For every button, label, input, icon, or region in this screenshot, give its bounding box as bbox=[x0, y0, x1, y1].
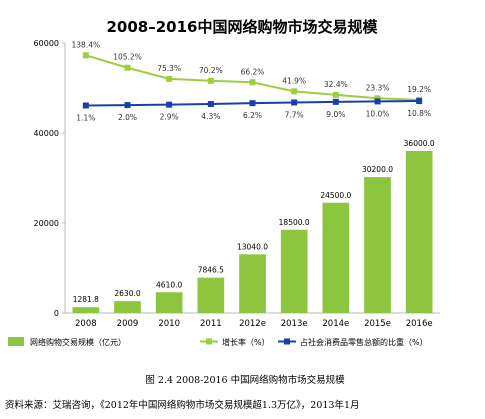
bar-value-label: 13040.0 bbox=[237, 242, 268, 251]
legend-label: 网络购物交易规模（亿元） bbox=[30, 337, 126, 347]
bar-value-label: 30200.0 bbox=[362, 165, 393, 174]
line-point bbox=[166, 75, 173, 82]
source-note: 资料来源：艾瑞咨询，《2012年中国网络购物市场交易规模超1.3万亿》，2013… bbox=[5, 399, 360, 411]
legend: 网络购物交易规模（亿元） 增长率（%） 占社会消费品零售总额的比重（%） bbox=[8, 337, 428, 347]
line-value-label: 19.2% bbox=[407, 85, 431, 94]
chart-title: 2008–2016中国网络购物市场交易规模 bbox=[107, 18, 379, 36]
line-value-label: 75.3% bbox=[157, 64, 181, 73]
line-point bbox=[374, 95, 381, 102]
line-value-label: 66.2% bbox=[241, 67, 265, 76]
line-value-label: 1.1% bbox=[76, 113, 95, 122]
legend-swatch-marker bbox=[284, 338, 290, 345]
line-point bbox=[332, 98, 339, 105]
bar bbox=[114, 301, 141, 313]
line-value-label: 9.0% bbox=[326, 110, 345, 119]
line-value-label: 105.2% bbox=[113, 53, 142, 62]
line-point bbox=[124, 102, 131, 109]
y-tick-label: 20000 bbox=[34, 219, 59, 228]
x-tick-label: 2015e bbox=[364, 319, 391, 329]
line-point bbox=[82, 102, 89, 109]
x-tick-label: 2008 bbox=[75, 319, 97, 329]
line-value-label: 70.2% bbox=[199, 66, 223, 75]
line-point bbox=[332, 91, 339, 98]
bar-value-label: 24500.0 bbox=[320, 191, 351, 200]
y-tick-label: 0 bbox=[54, 309, 59, 318]
x-tick-label: 2009 bbox=[117, 319, 139, 329]
bar-value-label: 7846.5 bbox=[198, 266, 224, 275]
line-point bbox=[249, 100, 256, 107]
line-point bbox=[207, 77, 214, 84]
line-value-label: 2.0% bbox=[118, 113, 137, 122]
line-point bbox=[374, 98, 381, 105]
bar-value-label: 2630.0 bbox=[114, 289, 140, 298]
line-value-label: 41.9% bbox=[282, 76, 306, 85]
bar-value-label: 4610.0 bbox=[156, 280, 182, 289]
y-tick-label: 60000 bbox=[34, 39, 59, 48]
bar bbox=[239, 254, 266, 313]
bar bbox=[405, 151, 433, 313]
bar bbox=[197, 277, 225, 313]
bar bbox=[322, 202, 350, 313]
x-tick-label: 2014e bbox=[322, 319, 349, 329]
line-value-label: 138.4% bbox=[72, 40, 101, 49]
bar-value-label: 1281.8 bbox=[73, 295, 99, 304]
bar bbox=[155, 292, 183, 313]
legend-label: 占社会消费品零售总额的比重（%） bbox=[300, 337, 428, 347]
line-value-label: 2.9% bbox=[160, 113, 179, 122]
plot-area: 60000 40000 20000 0 1281.8 2630.0 4610.0 7846.5… bbox=[34, 39, 440, 329]
x-tick-label: 2011 bbox=[200, 319, 222, 329]
bar-value-label: 18500.0 bbox=[279, 218, 310, 227]
y-tick-label: 40000 bbox=[34, 129, 59, 138]
line-value-label: 10.0% bbox=[366, 109, 390, 118]
line-value-label: 32.4% bbox=[324, 80, 348, 89]
line-value-label: 4.3% bbox=[201, 112, 220, 121]
legend-swatch bbox=[8, 337, 24, 346]
bar bbox=[72, 307, 100, 313]
line-point bbox=[291, 88, 298, 95]
legend-label: 增长率（%） bbox=[222, 337, 270, 347]
bar-value-label: 36000.0 bbox=[404, 139, 435, 148]
figure-caption: 图 2.4 2008-2016 中国网络购物市场交易规模 bbox=[145, 374, 345, 386]
x-tick-label: 2013e bbox=[281, 319, 308, 329]
line-value-label: 6.2% bbox=[243, 111, 262, 120]
x-tick-label: 2016e bbox=[406, 319, 433, 329]
line-point bbox=[207, 101, 214, 108]
legend-swatch-marker bbox=[206, 338, 212, 345]
line-value-label: 10.8% bbox=[407, 109, 431, 118]
line-point bbox=[291, 99, 298, 106]
bar bbox=[280, 229, 308, 313]
x-tick-label: 2010 bbox=[158, 319, 180, 329]
x-tick-label: 2012e bbox=[239, 319, 266, 329]
bar bbox=[364, 177, 391, 313]
line-value-label: 7.7% bbox=[285, 110, 304, 119]
line-point bbox=[166, 101, 173, 108]
line-point bbox=[416, 98, 423, 105]
line-point bbox=[124, 64, 131, 71]
line-point bbox=[249, 79, 256, 86]
line-point bbox=[82, 52, 89, 59]
series-line bbox=[85, 54, 420, 101]
line-value-label: 23.3% bbox=[366, 83, 390, 92]
